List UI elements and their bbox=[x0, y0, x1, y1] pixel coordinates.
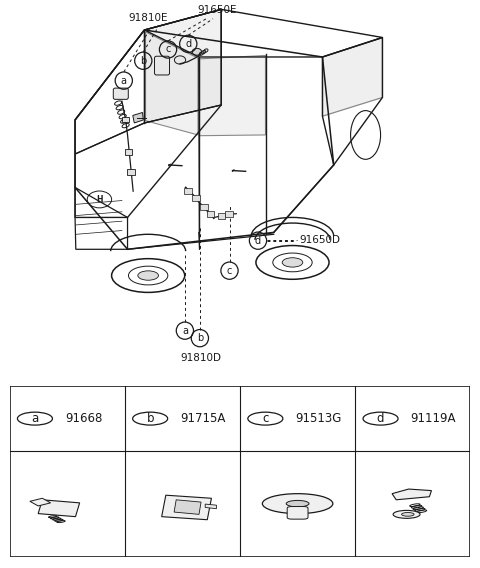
FancyBboxPatch shape bbox=[200, 203, 208, 210]
FancyBboxPatch shape bbox=[127, 169, 135, 175]
Polygon shape bbox=[144, 10, 221, 123]
FancyBboxPatch shape bbox=[287, 507, 308, 519]
Text: b: b bbox=[146, 412, 154, 425]
FancyBboxPatch shape bbox=[113, 88, 128, 99]
Ellipse shape bbox=[286, 500, 309, 507]
Polygon shape bbox=[174, 500, 201, 515]
Text: b: b bbox=[197, 333, 203, 343]
Polygon shape bbox=[200, 56, 265, 136]
Text: 91650D: 91650D bbox=[299, 235, 340, 245]
Polygon shape bbox=[30, 498, 50, 506]
Text: c: c bbox=[262, 412, 268, 425]
Polygon shape bbox=[145, 32, 198, 135]
Text: 91715A: 91715A bbox=[180, 412, 226, 425]
Text: H: H bbox=[96, 195, 103, 204]
Text: 91650E: 91650E bbox=[198, 5, 237, 15]
Text: d: d bbox=[255, 236, 261, 246]
Text: d: d bbox=[377, 412, 384, 425]
Text: a: a bbox=[182, 325, 188, 336]
Text: d: d bbox=[185, 39, 192, 49]
Text: c: c bbox=[227, 266, 232, 275]
FancyBboxPatch shape bbox=[206, 211, 214, 217]
Polygon shape bbox=[133, 112, 144, 123]
FancyBboxPatch shape bbox=[226, 211, 233, 218]
Text: a: a bbox=[31, 412, 38, 425]
FancyBboxPatch shape bbox=[192, 195, 200, 201]
Ellipse shape bbox=[393, 511, 420, 519]
Polygon shape bbox=[323, 37, 383, 116]
FancyBboxPatch shape bbox=[155, 56, 169, 75]
Polygon shape bbox=[392, 489, 432, 500]
Polygon shape bbox=[162, 495, 211, 520]
Ellipse shape bbox=[192, 48, 202, 55]
Ellipse shape bbox=[138, 271, 158, 280]
FancyBboxPatch shape bbox=[218, 212, 226, 219]
Text: b: b bbox=[140, 56, 146, 66]
Ellipse shape bbox=[263, 494, 333, 513]
Text: 91810D: 91810D bbox=[180, 353, 221, 363]
Text: 91810E: 91810E bbox=[129, 13, 168, 23]
Polygon shape bbox=[205, 504, 216, 509]
Text: c: c bbox=[165, 44, 171, 55]
Text: 91119A: 91119A bbox=[410, 412, 456, 425]
FancyBboxPatch shape bbox=[124, 149, 132, 155]
FancyBboxPatch shape bbox=[121, 116, 129, 122]
Text: 91668: 91668 bbox=[65, 412, 102, 425]
FancyBboxPatch shape bbox=[184, 188, 192, 194]
Text: a: a bbox=[121, 76, 127, 86]
Ellipse shape bbox=[174, 56, 186, 64]
Polygon shape bbox=[38, 500, 80, 517]
Ellipse shape bbox=[282, 258, 303, 267]
Text: 91513G: 91513G bbox=[295, 412, 342, 425]
Ellipse shape bbox=[402, 512, 414, 516]
